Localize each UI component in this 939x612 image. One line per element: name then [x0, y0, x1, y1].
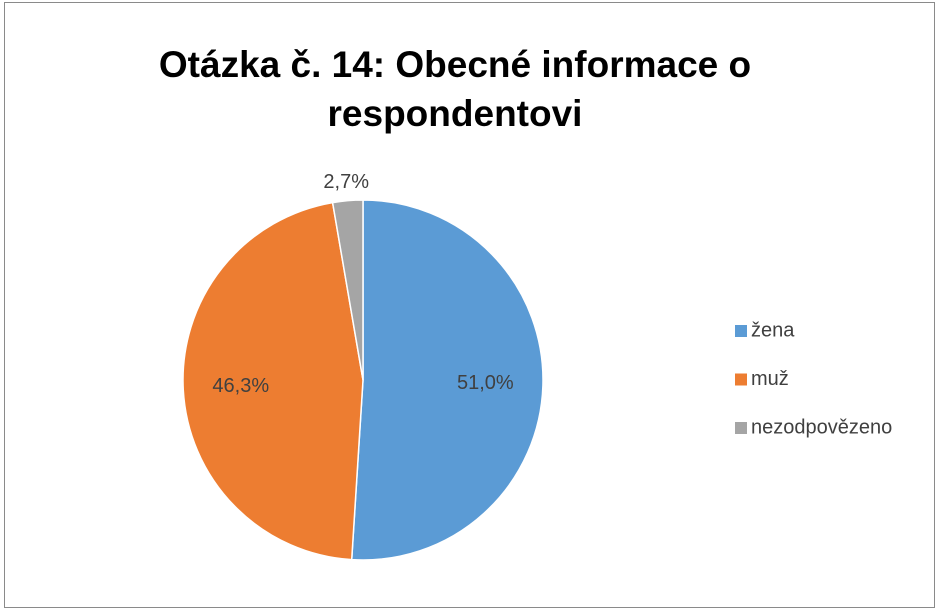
legend-label: muž: [751, 368, 789, 390]
pie-slice: [350, 199, 544, 561]
data-label: 51,0%: [457, 372, 514, 394]
chart-title: Otázka č. 14: Obecné informace o respond…: [158, 44, 752, 134]
data-label: 46,3%: [212, 375, 269, 397]
legend-swatch: [735, 373, 747, 386]
pie-slice: [331, 199, 364, 381]
legend-swatch: [735, 422, 747, 434]
legend-swatch: [735, 325, 747, 337]
pie-slice: [182, 201, 364, 561]
legend-label: žena: [751, 319, 795, 341]
legend-label: nezodpovězeno: [751, 416, 892, 438]
data-label: 2,7%: [323, 171, 369, 193]
